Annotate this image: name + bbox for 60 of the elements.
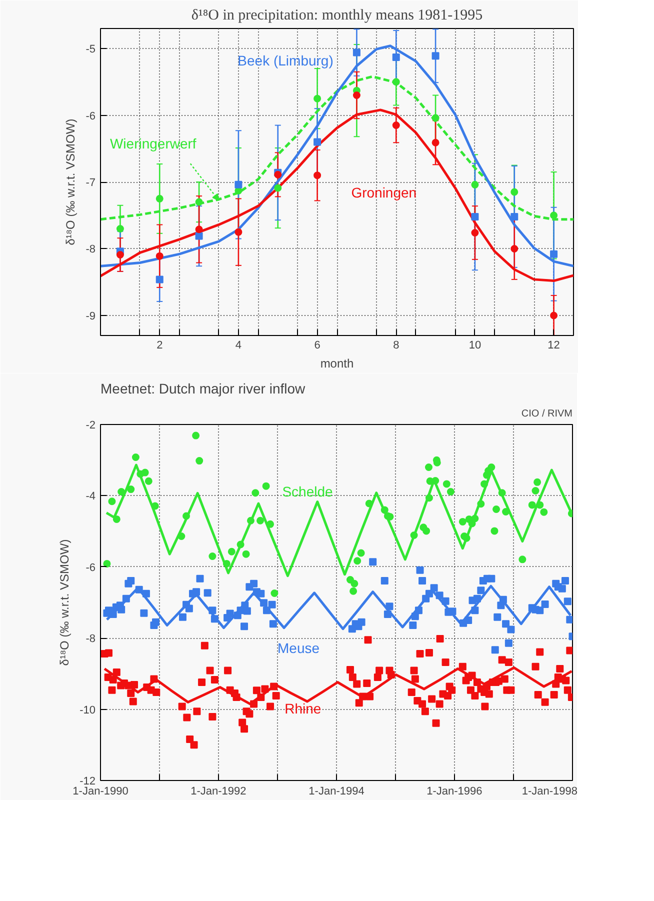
point	[156, 276, 164, 284]
point	[432, 52, 440, 60]
line-series	[105, 464, 572, 578]
point	[352, 91, 360, 99]
point	[234, 228, 242, 236]
series-label: Meuse	[278, 640, 320, 656]
y-tick-label: -8	[86, 633, 96, 646]
point	[156, 252, 164, 260]
y-tick-label: -12	[80, 776, 96, 788]
x-tick-label: 8	[393, 340, 400, 352]
point	[352, 48, 360, 56]
point	[195, 232, 203, 240]
point	[195, 226, 203, 234]
x-tick-label: 10	[468, 340, 482, 352]
point	[274, 184, 282, 192]
point	[510, 212, 518, 220]
x-tick-label: 1-Jan-1992	[190, 786, 246, 798]
x-tick-label: 4	[235, 340, 242, 352]
x-tick-label: 2	[156, 340, 163, 352]
point	[550, 212, 558, 220]
point	[510, 244, 518, 252]
point	[392, 53, 400, 61]
chart-title: Meetnet: Dutch major river inflow	[100, 380, 306, 396]
x-tick-label: 1-Jan-1996	[426, 786, 482, 798]
y-tick-label: -5	[86, 44, 96, 56]
point	[156, 194, 164, 202]
point	[314, 172, 322, 180]
text: Wieringerwerf	[110, 135, 196, 152]
point	[471, 212, 479, 220]
point	[510, 188, 518, 196]
series-label: Beek (Limburg)	[238, 52, 334, 68]
point	[471, 180, 479, 188]
point	[392, 122, 400, 130]
y-tick-label: -9	[86, 310, 96, 322]
point	[314, 138, 322, 146]
series-label: Schelde	[282, 483, 334, 500]
x-axis-title: month	[320, 356, 354, 370]
point	[471, 228, 479, 236]
x-tick-label: 6	[314, 340, 320, 352]
y-tick-label: -4	[86, 490, 96, 503]
y-tick-label: -2	[86, 420, 96, 432]
y-axis-title: δ¹⁸O (‰ w.r.t. VSMOW)	[64, 118, 78, 246]
x-tick-label: 1-Jan-1998	[522, 786, 578, 798]
point	[234, 180, 242, 188]
x-tick-label: 12	[548, 340, 560, 352]
text: Groningen	[351, 184, 417, 200]
chart-title: δ¹⁸O in precipitation: monthly means 1981-1995	[191, 8, 483, 24]
series-label: Rhine	[284, 700, 322, 716]
y-tick-label: -8	[86, 244, 96, 256]
y-tick-label: -10	[80, 704, 96, 716]
text: CIO / RIVM	[521, 408, 573, 420]
y-axis-title: δ¹⁸O (‰ w.r.t. VSMOW)	[58, 539, 72, 666]
x-tick-label: 1-Jan-1990	[72, 786, 128, 798]
y-tick-label: -6	[86, 562, 96, 574]
x-tick-label: 1-Jan-1994	[308, 786, 364, 798]
point	[314, 94, 322, 102]
point	[116, 251, 124, 258]
point	[550, 312, 558, 320]
y-tick-label: -7	[86, 177, 96, 189]
y-tick-label: -6	[86, 110, 96, 122]
